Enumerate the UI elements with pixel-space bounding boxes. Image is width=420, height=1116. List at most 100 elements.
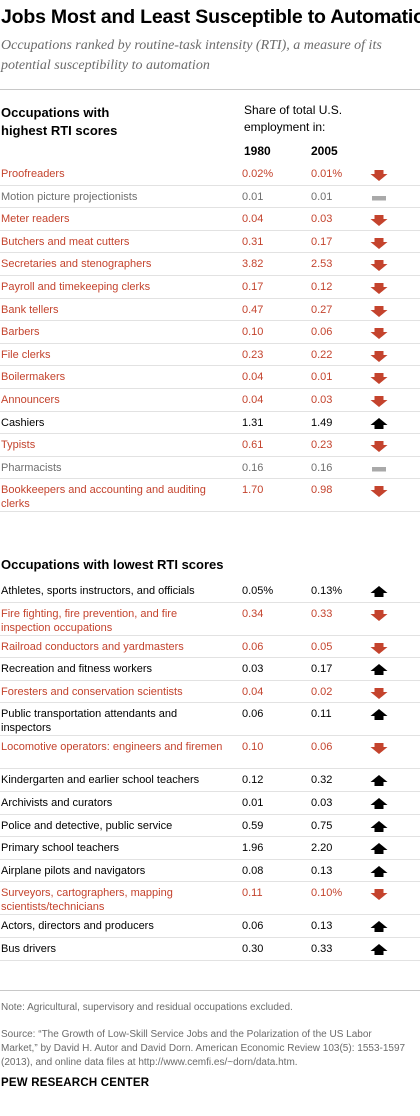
table-row: Butchers and meat cutters 0.31 0.17 <box>0 231 420 254</box>
share-1980: 0.01 <box>242 796 264 809</box>
high-rti-table: Proofreaders 0.02% 0.01% Motion picture pro… <box>0 163 420 513</box>
share-1980: 0.04 <box>242 393 264 406</box>
up-arrow-icon <box>369 663 389 677</box>
down-arrow-icon <box>369 304 389 318</box>
subtitle: Occupations ranked by routine-task inten… <box>1 38 382 73</box>
occupation-name: Railroad conductors and yardmasters <box>1 640 184 653</box>
share-1980: 0.31 <box>242 235 264 248</box>
table-row: Payroll and timekeeping clerks 0.17 0.12 <box>0 276 420 299</box>
row-divider <box>0 702 420 704</box>
share-1980: 0.12 <box>242 774 264 787</box>
up-arrow-icon <box>369 865 389 879</box>
share-1980: 1.70 <box>242 484 264 497</box>
down-arrow-icon <box>369 326 389 340</box>
table-row: Meter readers 0.04 0.03 <box>0 208 420 231</box>
row-divider <box>0 252 420 254</box>
up-arrow-icon <box>369 417 389 431</box>
row-divider <box>0 936 420 938</box>
occupation-name: Butchers and meat cutters <box>1 235 130 248</box>
up-arrow-icon <box>369 820 389 834</box>
up-arrow-icon <box>369 585 389 599</box>
share-1980: 0.59 <box>242 819 264 832</box>
occupation-name: Surveyors, cartographers, mapping scient… <box>1 887 173 914</box>
occupation-name: Boilermakers <box>1 371 66 384</box>
occupation-name: Pharmacists <box>1 461 62 474</box>
share-2005: 0.03 <box>311 213 333 226</box>
occupation-name: Actors, directors and producers <box>1 920 154 933</box>
table-row: Typists 0.61 0.23 <box>0 434 420 457</box>
table-row: Bus drivers 0.30 0.33 <box>0 938 420 961</box>
down-arrow-icon <box>369 213 389 227</box>
table-row: Announcers 0.04 0.03 <box>0 389 420 412</box>
share-2005: 0.13 <box>311 864 333 877</box>
low-rti-heading: Occupations with lowest RTI scores <box>1 557 224 572</box>
occupation-name: Fire fighting, fire prevention, and fire… <box>1 607 178 634</box>
table-row: Surveyors, cartographers, mapping scient… <box>0 882 420 916</box>
share-2005: 0.02 <box>311 685 333 698</box>
table-row: Athletes, sports instructors, and offici… <box>0 580 420 603</box>
share-2005: 0.32 <box>311 774 333 787</box>
share-1980: 0.23 <box>242 348 264 361</box>
down-arrow-icon <box>369 608 389 622</box>
share-1980: 0.34 <box>242 607 264 620</box>
share-2005: 2.53 <box>311 258 333 271</box>
share-2005: 0.22 <box>311 348 333 361</box>
occupation-name: File clerks <box>1 348 51 361</box>
share-1980: 0.17 <box>242 280 264 293</box>
share-2005: 0.33 <box>311 942 333 955</box>
share-2005: 0.11 <box>311 708 332 721</box>
down-arrow-icon <box>369 371 389 385</box>
no-change-icon <box>369 462 389 476</box>
down-arrow-icon <box>369 394 389 408</box>
down-arrow-icon <box>369 887 389 901</box>
row-divider <box>0 207 420 209</box>
share-1980: 0.06 <box>242 920 264 933</box>
footnote: Note: Agricultural, supervisory and resi… <box>1 1002 293 1013</box>
brand-logo-text: PEW RESEARCH CENTER <box>1 1077 150 1089</box>
row-divider <box>0 297 420 299</box>
table-row: Public transportation attendants and ins… <box>0 703 420 737</box>
table-row: Railroad conductors and yardmasters 0.06 0… <box>0 636 420 659</box>
year-2005-header: 2005 <box>311 144 338 158</box>
occupation-name: Bookkeepers and accounting and auditing … <box>1 484 206 511</box>
up-arrow-icon <box>369 774 389 788</box>
share-2005: 0.27 <box>311 303 333 316</box>
row-divider <box>0 455 420 457</box>
share-2005: 0.12 <box>311 280 333 293</box>
occupation-name: Police and detective, public service <box>1 819 173 832</box>
row-divider <box>0 511 420 513</box>
row-divider <box>0 410 420 412</box>
row-divider <box>0 365 420 367</box>
down-arrow-icon <box>369 281 389 295</box>
share-2005: 0.06 <box>311 326 333 339</box>
row-divider <box>0 274 420 276</box>
table-row: Proofreaders 0.02% 0.01% <box>0 163 420 186</box>
occupation-name: Motion picture projectionists <box>1 190 138 203</box>
occupation-name: Foresters and conservation scientists <box>1 685 183 698</box>
occupation-name: Payroll and timekeeping clerks <box>1 280 151 293</box>
row-divider <box>0 679 420 681</box>
row-divider <box>0 657 420 659</box>
share-1980: 0.01 <box>242 190 264 203</box>
row-divider <box>0 387 420 389</box>
share-2005: 0.03 <box>311 796 333 809</box>
up-arrow-icon <box>369 943 389 957</box>
table-row: Secretaries and stenographers 3.82 2.53 <box>0 253 420 276</box>
row-divider <box>0 735 420 737</box>
occupation-name: Bus drivers <box>1 942 57 955</box>
occupation-name: Announcers <box>1 393 60 406</box>
share-2005: 0.06 <box>311 741 333 754</box>
occupation-name: Kindergarten and earlier school teachers <box>1 774 200 787</box>
up-arrow-icon <box>369 920 389 934</box>
page-title: Jobs Most and Least Susceptible to Autom… <box>1 6 420 28</box>
share-2005: 0.10% <box>311 887 343 900</box>
table-row: Police and detective, public service 0.59… <box>0 815 420 838</box>
year-1980-header: 1980 <box>244 144 271 158</box>
up-arrow-icon <box>369 797 389 811</box>
share-1980: 0.47 <box>242 303 264 316</box>
table-row: Primary school teachers 1.96 2.20 <box>0 837 420 860</box>
share-1980: 0.04 <box>242 371 264 384</box>
share-2005: 2.20 <box>311 842 333 855</box>
table-row: Bookkeepers and accounting and auditing … <box>0 479 420 513</box>
